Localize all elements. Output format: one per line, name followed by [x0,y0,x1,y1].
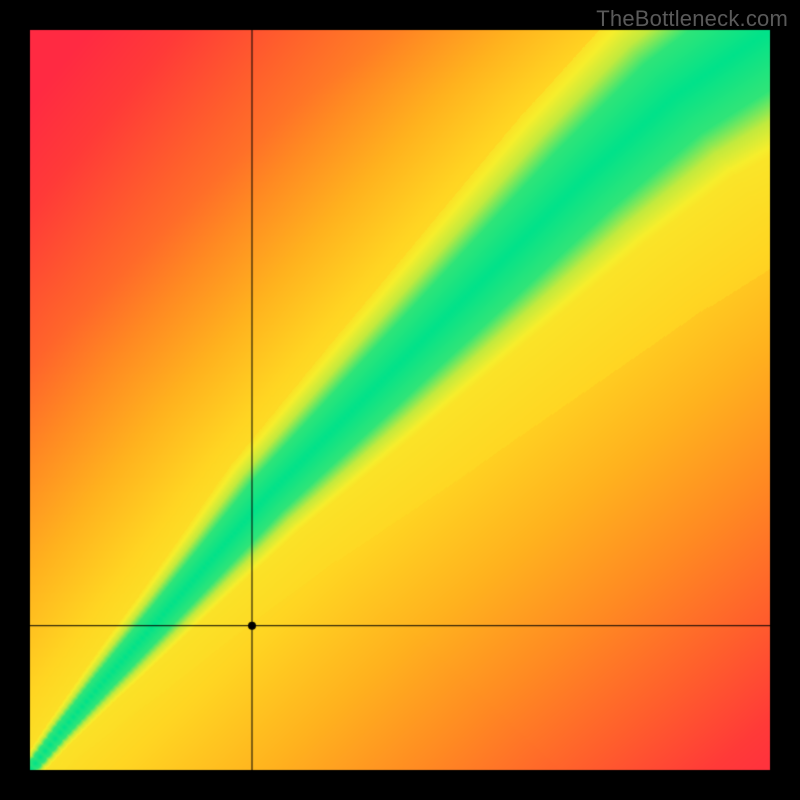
heatmap-canvas [0,0,800,800]
chart-container: TheBottleneck.com [0,0,800,800]
attribution-label: TheBottleneck.com [596,6,788,32]
